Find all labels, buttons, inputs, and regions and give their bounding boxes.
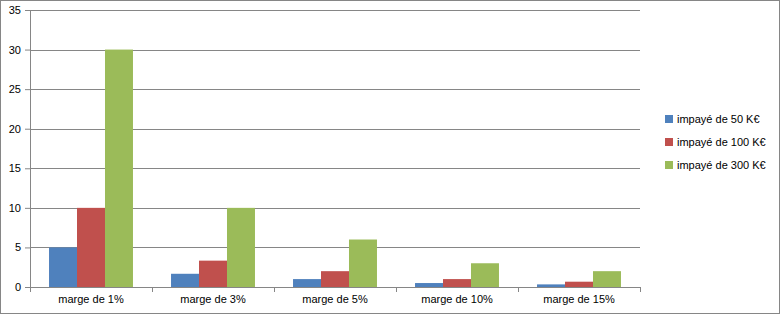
y-tick: 5 [15, 241, 30, 253]
y-tick-label: 35 [9, 4, 21, 16]
bar [443, 279, 471, 287]
legend-item: impayé de 100 K€ [665, 136, 766, 148]
legend-swatch [665, 138, 673, 146]
y-tick-mark [25, 168, 30, 169]
y-axis: 0 5 10 15 20 25 30 35 [9, 4, 31, 293]
grid-line [30, 287, 640, 288]
category-separators [31, 287, 641, 292]
plot: 05101520253035marge de 1%marge de 3%marg… [9, 4, 641, 305]
legend-swatch [665, 115, 673, 123]
bar [199, 261, 227, 287]
y-tick-label: 10 [9, 202, 21, 214]
x-tick: marge de 10% [421, 287, 493, 305]
legend-item: impayé de 300 K€ [665, 159, 766, 171]
bar [565, 282, 593, 287]
grid-line [30, 10, 640, 11]
bar [171, 274, 199, 287]
y-tick-mark [25, 10, 30, 11]
category-separator [396, 287, 397, 292]
y-tick: 35 [9, 4, 30, 16]
legend-item: impayé de 50 K€ [665, 113, 760, 125]
x-tick: marge de 5% [302, 287, 368, 305]
y-tick-mark [25, 247, 30, 248]
bar [471, 263, 499, 287]
y-tick-mark [25, 208, 30, 209]
category-separator [274, 287, 275, 292]
grid [30, 11, 640, 288]
y-axis-line [30, 11, 31, 288]
legend-label: impayé de 300 K€ [677, 159, 766, 171]
x-tick: marge de 3% [180, 287, 246, 305]
bars [49, 50, 621, 287]
y-tick-label: 0 [15, 281, 21, 293]
y-tick: 30 [9, 44, 30, 56]
bar [77, 208, 105, 287]
y-tick-label: 30 [9, 44, 21, 56]
y-tick: 25 [9, 83, 30, 95]
chart: 05101520253035marge de 1%marge de 3%marg… [0, 0, 780, 314]
category-separator [152, 287, 153, 292]
y-tick: 15 [9, 162, 30, 174]
y-tick: 20 [9, 123, 30, 135]
y-tick-label: 25 [9, 83, 21, 95]
y-tick-label: 20 [9, 123, 21, 135]
x-tick: marge de 15% [543, 287, 615, 305]
x-tick-label: marge de 1% [58, 293, 124, 305]
bar [537, 284, 565, 287]
bar [105, 50, 133, 287]
y-tick-mark [25, 287, 30, 288]
bar [321, 271, 349, 287]
category-separator [30, 287, 31, 292]
x-axis: marge de 1% marge de 3% marge de 5% marge d… [31, 287, 641, 305]
legend-label: impayé de 100 K€ [677, 136, 766, 148]
bar-series [77, 208, 593, 287]
chart-border [1, 1, 780, 314]
y-tick-label: 5 [15, 241, 21, 253]
y-tick-mark [25, 129, 30, 130]
legend-label: impayé de 50 K€ [677, 113, 760, 125]
bar [593, 271, 621, 287]
y-tick: 10 [9, 202, 30, 214]
bar [227, 208, 255, 287]
category-separator [640, 287, 641, 292]
x-tick: marge de 1% [58, 287, 124, 305]
y-tick-mark [25, 50, 30, 51]
legend-swatch [665, 161, 673, 169]
y-tick-mark [25, 89, 30, 90]
legend: impayé de 50 K€ impayé de 100 K€ impayé de… [665, 113, 766, 171]
x-tick-label: marge de 15% [543, 293, 615, 305]
category-separator [518, 287, 519, 292]
x-tick-label: marge de 10% [421, 293, 493, 305]
bar [293, 279, 321, 287]
y-tick-label: 15 [9, 162, 21, 174]
bar [49, 247, 77, 287]
x-tick-label: marge de 5% [302, 293, 368, 305]
x-axis-line [31, 287, 641, 288]
bar [415, 283, 443, 287]
bar-series [105, 50, 621, 287]
bar [349, 240, 377, 287]
x-tick-label: marge de 3% [180, 293, 246, 305]
y-tick: 0 [15, 281, 30, 293]
